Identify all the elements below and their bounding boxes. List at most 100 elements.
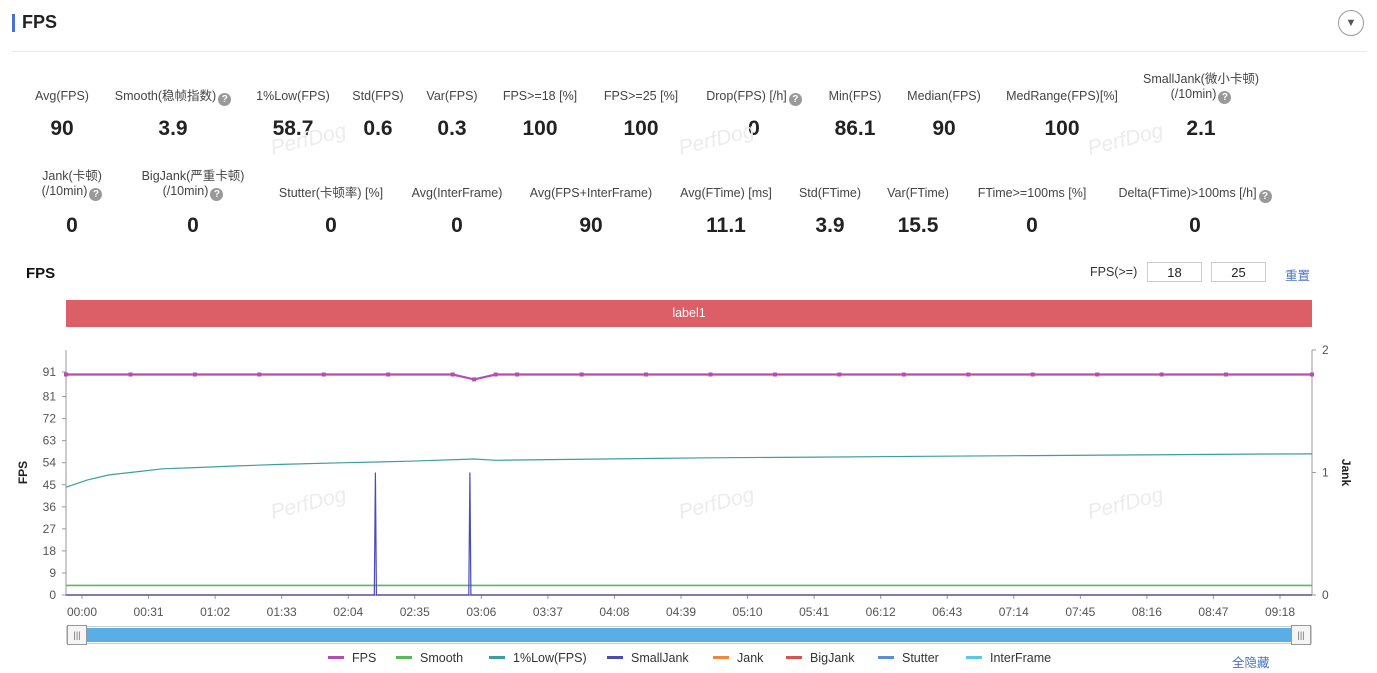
- threshold-input-2[interactable]: [1211, 262, 1266, 282]
- stat-item: Avg(FTime) [ms] 11.1: [636, 186, 816, 237]
- time-range-selection[interactable]: [86, 628, 1292, 642]
- fps-point: [772, 372, 777, 377]
- header-divider: [12, 51, 1366, 52]
- fps-point: [192, 372, 197, 377]
- stat-value: 0: [1189, 214, 1201, 237]
- stat-label: Avg(FTime) [ms]: [680, 186, 772, 200]
- stat-item: MedRange(FPS)[%] 100: [972, 89, 1152, 140]
- collapse-button[interactable]: ▼: [1338, 10, 1364, 36]
- legend-swatch: [607, 656, 623, 659]
- legend-label: 1%Low(FPS): [513, 651, 587, 665]
- stat-item: Avg(InterFrame) 0: [367, 186, 547, 237]
- y-tick-label: 72: [43, 412, 57, 426]
- help-icon[interactable]: ?: [788, 93, 802, 106]
- help-icon[interactable]: ?: [218, 93, 232, 106]
- stat-value: 0.6: [363, 117, 393, 140]
- y-tick-label: 63: [43, 434, 57, 448]
- fps-point: [1310, 372, 1314, 377]
- stat-item: Min(FPS) 86.1: [765, 89, 945, 140]
- stat-value: 0: [187, 214, 199, 237]
- series-line-fps: [66, 373, 1312, 381]
- stat-label-line2: (/10min)?: [1111, 87, 1291, 104]
- x-tick-label: 01:02: [200, 605, 230, 619]
- x-tick-label: 02:04: [333, 605, 363, 619]
- y-tick-label: 36: [43, 500, 57, 514]
- help-icon[interactable]: ?: [1258, 190, 1272, 203]
- x-tick-label: 05:41: [799, 605, 829, 619]
- stat-value: 0: [748, 117, 760, 140]
- x-tick-label: 08:16: [1132, 605, 1162, 619]
- stat-item: Smooth(稳帧指数)? 3.9: [83, 89, 263, 140]
- chart-legend: FPS Smooth 1%Low(FPS) SmallJank Jank BigJank S…: [0, 651, 1377, 669]
- legend-item[interactable]: 1%Low(FPS): [489, 651, 587, 665]
- y-tick-label: 54: [43, 456, 57, 470]
- stat-label: Std(FTime): [798, 186, 862, 200]
- stat-label: Smooth(稳帧指数)?: [83, 89, 263, 106]
- series-line-1lowfps: [65, 453, 1313, 488]
- stat-label: Var(FPS): [426, 89, 478, 103]
- x-tick-label: 04:08: [599, 605, 629, 619]
- stat-value: 15.5: [897, 214, 939, 237]
- slider-left-handle[interactable]: |||: [67, 625, 87, 645]
- stat-label: Drop(FPS) [/h]?: [664, 89, 844, 106]
- y2-tick-label: 2: [1322, 343, 1329, 357]
- stat-item: Avg(FPS+InterFrame) 90: [501, 186, 681, 237]
- threshold-input-1[interactable]: [1147, 262, 1202, 282]
- fps-point: [708, 372, 713, 377]
- legend-label: Jank: [737, 651, 764, 665]
- stat-item: Delta(FTime)>100ms [/h]? 0: [1105, 186, 1285, 237]
- stat-item: SmallJank(微小卡顿) (/10min)? 2.1: [1111, 72, 1291, 140]
- x-tick-label: 02:35: [400, 605, 430, 619]
- slider-right-handle[interactable]: |||: [1291, 625, 1311, 645]
- stat-value: 90: [579, 214, 603, 237]
- stat-item: BigJank(严重卡顿) (/10min)? 0: [103, 169, 283, 237]
- help-icon[interactable]: ?: [1218, 91, 1232, 104]
- stat-label: FPS>=18 [%]: [502, 89, 578, 103]
- legend-label: InterFrame: [990, 651, 1052, 665]
- stat-value: 0.3: [437, 117, 467, 140]
- stat-label: Stutter(卡顿率) [%]: [278, 186, 384, 200]
- series-line-smalljank: [66, 472, 1312, 596]
- fps-point: [644, 372, 649, 377]
- legend-label: SmallJank: [631, 651, 689, 665]
- fps-point: [472, 377, 477, 382]
- fps-point: [837, 372, 842, 377]
- stat-label: Jank(卡顿): [42, 169, 102, 183]
- x-tick-label: 05:10: [733, 605, 763, 619]
- legend-swatch: [786, 656, 802, 659]
- legend-item[interactable]: BigJank: [786, 651, 854, 665]
- x-tick-label: 03:37: [533, 605, 563, 619]
- legend-item[interactable]: Stutter: [878, 651, 939, 665]
- legend-item[interactable]: Smooth: [396, 651, 463, 665]
- help-icon[interactable]: ?: [89, 188, 103, 201]
- fps-point: [64, 372, 68, 377]
- stat-value: 2.1: [1186, 117, 1216, 140]
- y-tick-label: 81: [43, 390, 57, 404]
- stat-item: Median(FPS) 90: [854, 89, 1034, 140]
- fps-point: [257, 372, 262, 377]
- stat-label: Avg(FPS): [35, 89, 89, 103]
- stat-label: BigJank(严重卡顿): [141, 169, 245, 183]
- stat-label: FTime>=100ms [%]: [977, 186, 1087, 200]
- fps-point: [321, 372, 326, 377]
- stat-label: Std(FPS): [352, 89, 404, 103]
- stat-value: 11.1: [706, 214, 746, 237]
- hide-all-button[interactable]: 全隐藏: [1232, 656, 1270, 670]
- help-icon[interactable]: ?: [210, 188, 224, 201]
- stat-label: FPS>=25 [%]: [603, 89, 679, 103]
- y-tick-label: 45: [43, 478, 57, 492]
- legend-item[interactable]: SmallJank: [607, 651, 689, 665]
- reset-button[interactable]: 重置: [1285, 269, 1311, 283]
- legend-item[interactable]: Jank: [713, 651, 763, 665]
- stat-label: SmallJank(微小卡顿): [1143, 72, 1259, 86]
- x-tick-label: 07:14: [999, 605, 1029, 619]
- stat-item: Std(FTime) 3.9: [740, 186, 920, 237]
- stat-item: FPS>=18 [%] 100: [450, 89, 630, 140]
- fps-point: [1224, 372, 1229, 377]
- stat-item: Var(FTime) 15.5: [828, 186, 1008, 237]
- x-tick-label: 06:43: [932, 605, 962, 619]
- legend-item[interactable]: FPS: [328, 651, 376, 665]
- legend-item[interactable]: InterFrame: [966, 651, 1051, 665]
- x-tick-label: 01:33: [267, 605, 297, 619]
- fps-point: [515, 372, 520, 377]
